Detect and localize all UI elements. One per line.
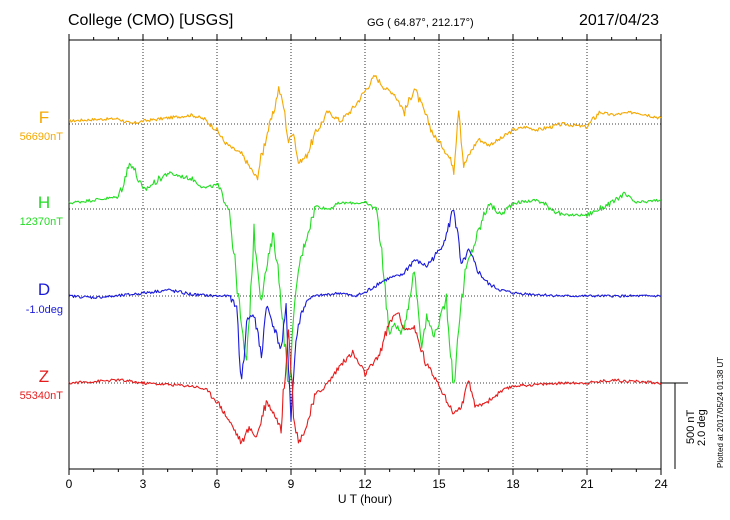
x-axis-label: U T (hour) bbox=[338, 492, 392, 506]
x-tick-label: 0 bbox=[66, 477, 73, 491]
series-label-h: H bbox=[37, 193, 51, 212]
x-tick-label: 9 bbox=[288, 477, 295, 491]
series-label-d: D bbox=[37, 280, 51, 299]
x-tick-label: 12 bbox=[358, 477, 372, 491]
station-coordinates: GG ( 64.87°, 212.17°) bbox=[367, 17, 474, 29]
series-label-z: Z bbox=[38, 367, 50, 386]
chart-date: 2017/04/23 bbox=[579, 12, 660, 29]
x-tick-label: 15 bbox=[432, 477, 446, 491]
series-line-f bbox=[68, 74, 662, 181]
series-baseline-z: 55340nT bbox=[19, 390, 63, 402]
series-line-h bbox=[68, 162, 662, 384]
x-tick-label: 3 bbox=[140, 477, 147, 491]
x-tick-label: 6 bbox=[214, 477, 221, 491]
plot-frame bbox=[68, 39, 662, 470]
series-line-d bbox=[68, 209, 662, 422]
series-label-f: F bbox=[38, 108, 50, 127]
chart-title: College (CMO) [USGS] bbox=[68, 12, 234, 29]
x-tick-label: 18 bbox=[506, 477, 520, 491]
x-tick-label: 21 bbox=[580, 477, 594, 491]
series-baseline-f: 56690nT bbox=[19, 131, 63, 143]
series-baseline-h: 12370nT bbox=[19, 216, 63, 228]
x-tick-label: 24 bbox=[654, 477, 668, 491]
series-line-z bbox=[68, 312, 662, 445]
series-baseline-d: -1.0deg bbox=[25, 304, 63, 316]
